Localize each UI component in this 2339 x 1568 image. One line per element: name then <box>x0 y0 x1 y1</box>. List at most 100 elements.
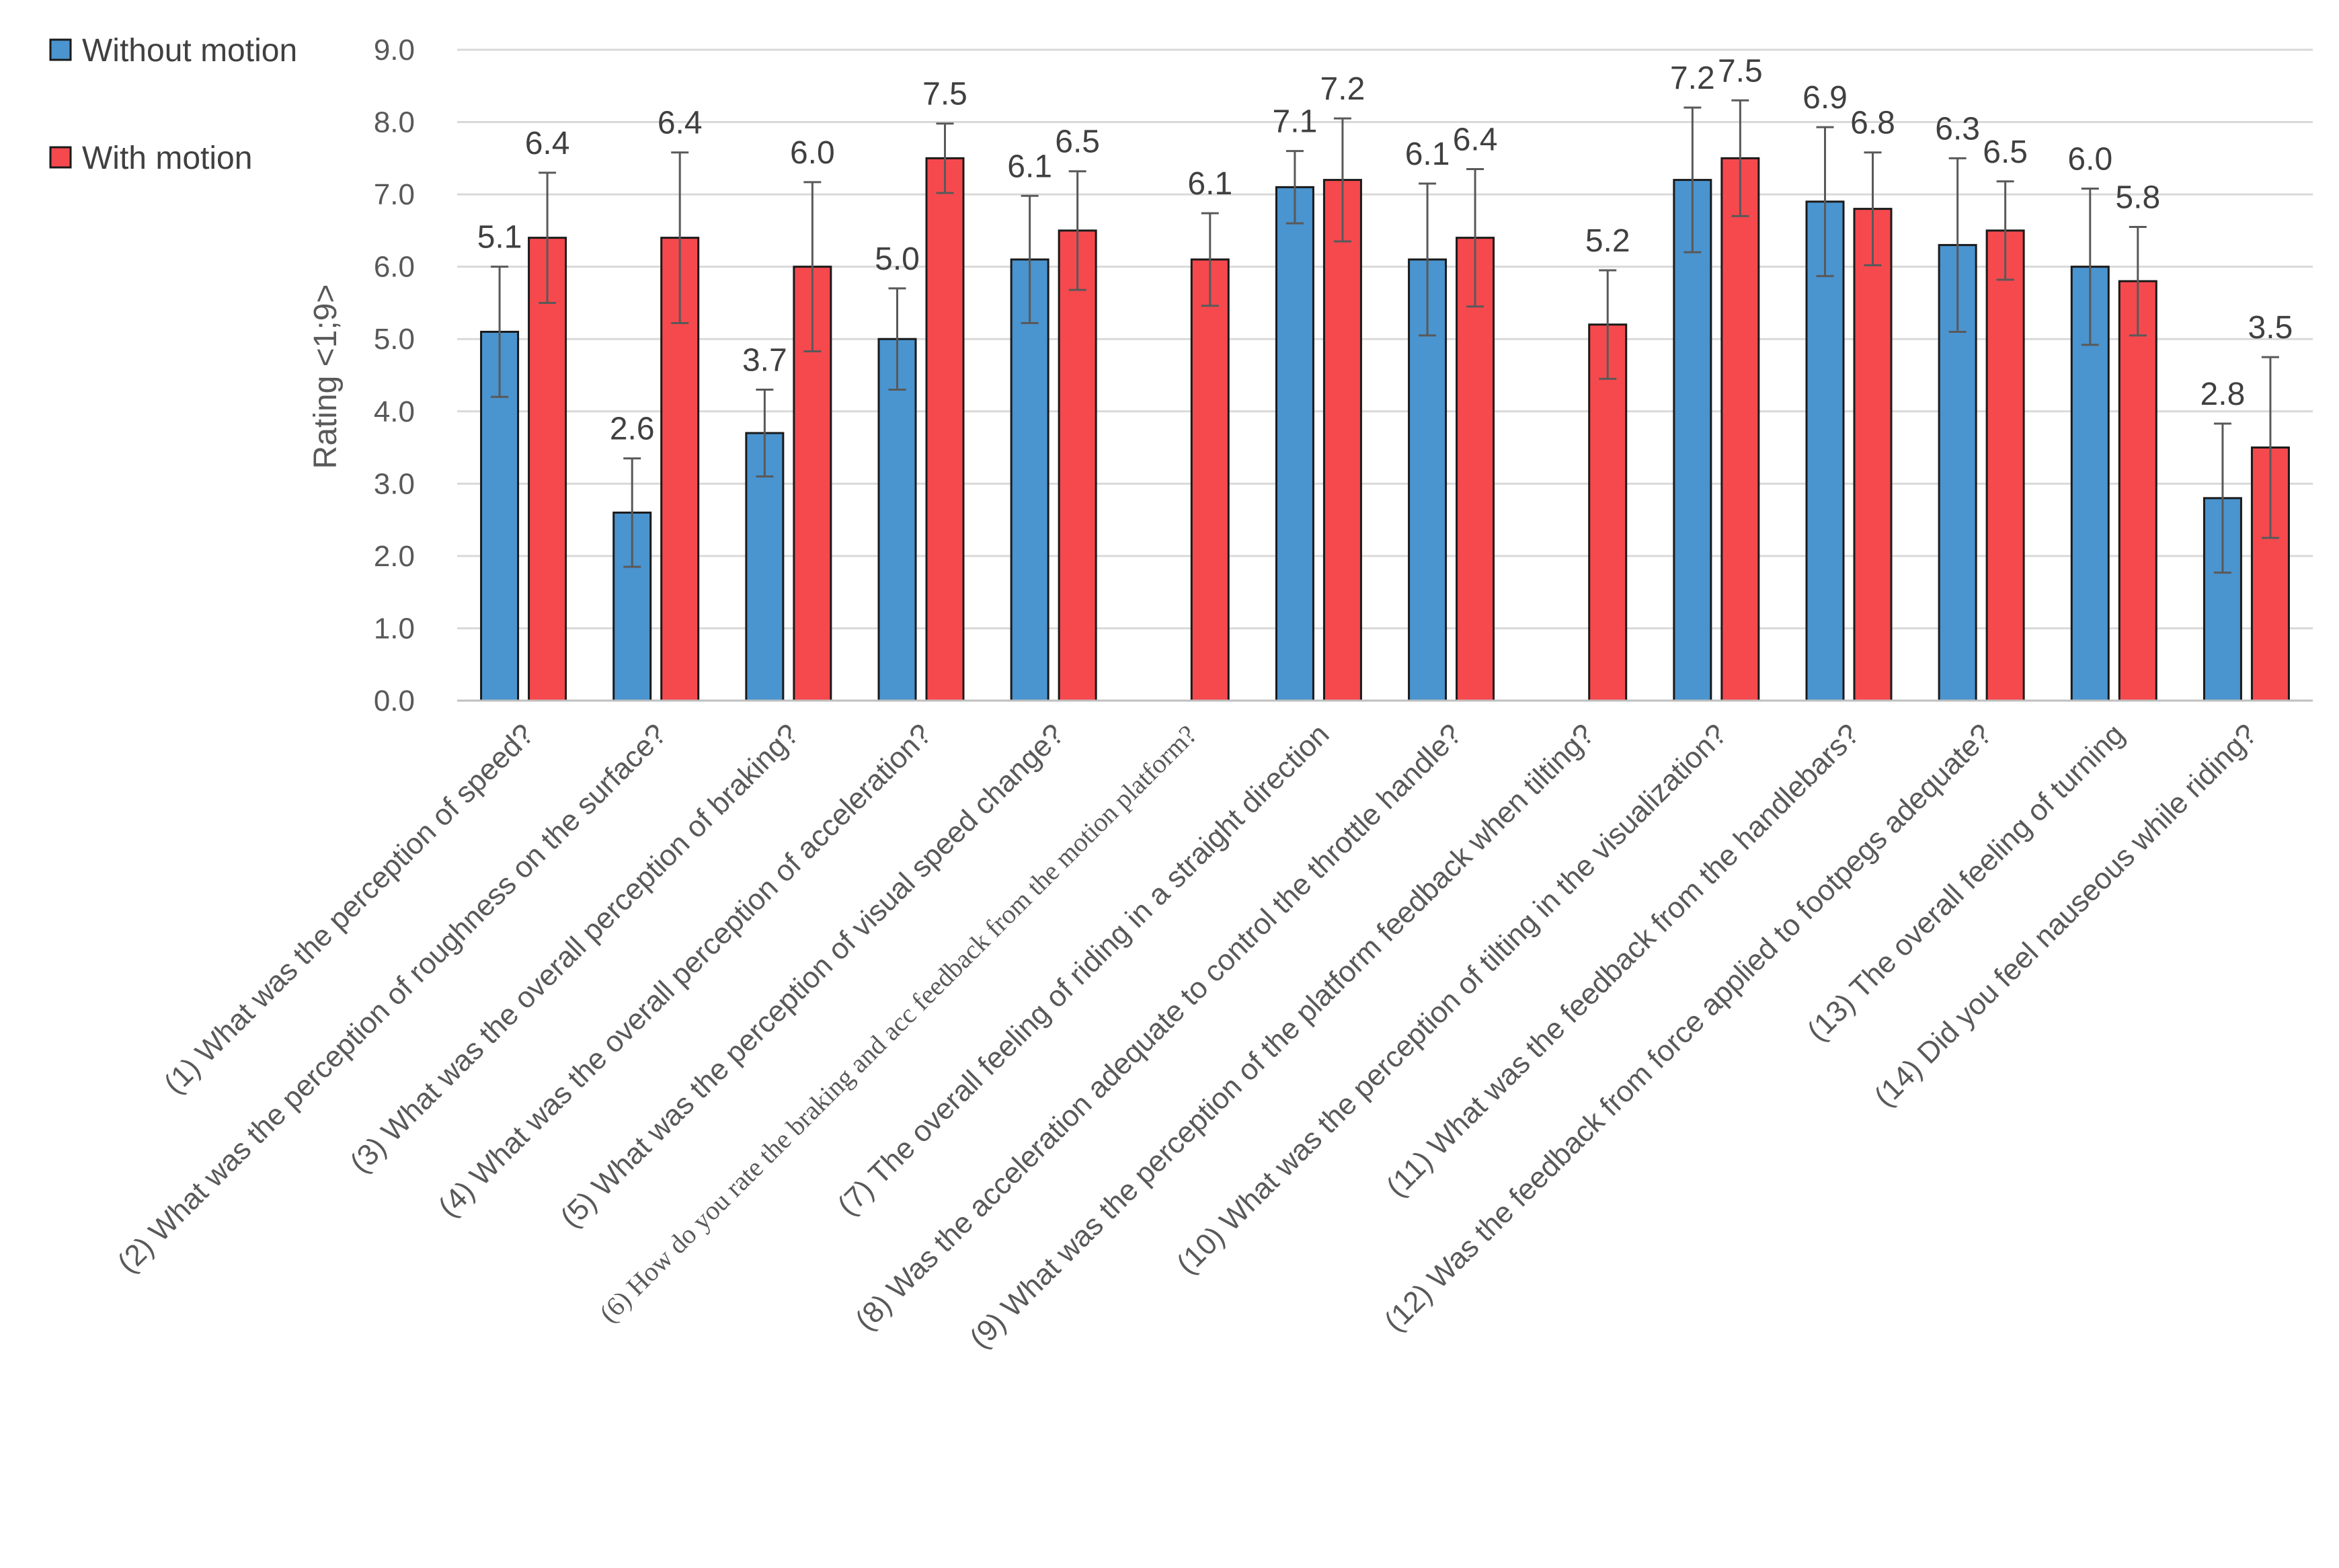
error-bar-with-motion <box>539 171 557 304</box>
error-bar-without-motion <box>623 457 641 568</box>
value-label-without-motion: 6.3 <box>1935 111 1980 147</box>
category-label: (3) What was the overall perception of b… <box>344 717 805 1179</box>
error-bar-without-motion <box>2081 188 2099 346</box>
legend-swatch-with-motion <box>49 146 72 169</box>
error-bar-with-motion <box>2129 226 2147 337</box>
error-bar-without-motion <box>888 287 906 391</box>
y-tick-label: 1.0 <box>374 612 415 645</box>
category-label: (7) The overall feeling of riding in a s… <box>831 717 1335 1222</box>
error-bar-without-motion <box>1021 194 1039 325</box>
bar-with-motion <box>528 237 567 702</box>
error-bar-with-motion <box>1466 167 1484 308</box>
value-label-without-motion: 6.1 <box>1007 149 1052 184</box>
bar-with-motion <box>2250 446 2290 702</box>
error-bar-with-motion <box>1068 170 1086 291</box>
category-labels: (1) What was the perception of speed?(2)… <box>111 717 2263 1355</box>
value-label-without-motion: 5.1 <box>477 220 522 256</box>
value-label-with-motion: 5.8 <box>2115 180 2160 216</box>
y-tick-label: 7.0 <box>374 178 415 211</box>
bar-without-motion <box>1010 258 1049 702</box>
value-label-without-motion: 7.2 <box>1670 61 1715 96</box>
error-bar-without-motion <box>2213 422 2231 574</box>
y-tick-label: 4.0 <box>374 395 415 428</box>
error-bar-without-motion <box>1816 126 1834 278</box>
error-bar-without-motion <box>1419 182 1437 337</box>
bar-without-motion <box>1275 186 1314 702</box>
value-label-with-motion: 6.0 <box>790 135 835 171</box>
y-axis-title: Rating <1;9> <box>308 284 344 469</box>
value-label-with-motion: 7.5 <box>922 77 967 112</box>
error-bar-with-motion <box>671 151 689 325</box>
bar-with-motion <box>1058 229 1097 702</box>
error-bars <box>491 99 2279 574</box>
error-bar-with-motion <box>936 122 954 194</box>
value-labels: 5.16.42.66.43.76.05.07.56.16.56.17.17.26… <box>477 53 2293 446</box>
value-label-with-motion: 5.2 <box>1585 223 1630 259</box>
error-bar-without-motion <box>756 389 774 478</box>
bar-without-motion <box>877 338 917 702</box>
category-label: (6) How do you rate the braking and acc … <box>594 719 1203 1329</box>
value-label-without-motion: 3.7 <box>742 343 787 379</box>
value-label-with-motion: 7.5 <box>1718 53 1763 89</box>
bar-with-motion <box>925 157 965 702</box>
y-tick-label: 6.0 <box>374 251 415 284</box>
value-label-without-motion: 6.9 <box>1802 80 1848 116</box>
category-label: (5) What was the perception of visual sp… <box>554 717 1070 1234</box>
legend-label-without-motion: Without motion <box>82 33 297 69</box>
error-bar-with-motion <box>1201 212 1219 307</box>
error-bar-with-motion <box>1599 269 1617 380</box>
category-label: (11) What was the feedback from the hand… <box>1380 717 1866 1203</box>
value-label-without-motion: 7.1 <box>1273 104 1318 140</box>
bar-with-motion <box>1720 157 1760 702</box>
error-bar-with-motion <box>803 181 822 353</box>
category-label: (4) What was the overall perception of a… <box>432 717 938 1223</box>
value-label-with-motion: 6.5 <box>1983 134 2028 170</box>
value-label-with-motion: 3.5 <box>2248 310 2293 346</box>
y-tick-label: 9.0 <box>374 34 415 67</box>
value-label-without-motion: 2.8 <box>2201 377 2246 412</box>
bar-with-motion <box>1190 258 1230 702</box>
bar-with-motion <box>1322 179 1362 702</box>
bars <box>480 157 2290 702</box>
y-tick-label: 5.0 <box>374 323 415 356</box>
bar-with-motion <box>1588 323 1628 702</box>
value-label-with-motion: 6.1 <box>1187 166 1232 202</box>
value-label-with-motion: 6.4 <box>658 106 703 141</box>
error-bar-with-motion <box>1996 180 2014 281</box>
error-bar-without-motion <box>491 266 509 398</box>
gridlines <box>457 48 2313 629</box>
legend-swatch-without-motion <box>49 38 72 61</box>
bar-without-motion <box>1805 200 1845 702</box>
error-bar-with-motion <box>1731 99 1749 217</box>
legend-label-with-motion: With motion <box>82 141 252 176</box>
value-label-without-motion: 2.6 <box>610 411 655 447</box>
value-label-without-motion: 6.1 <box>1405 136 1450 172</box>
error-bar-without-motion <box>1683 106 1702 253</box>
bar-without-motion <box>1673 179 1712 702</box>
y-tick-label: 0.0 <box>374 684 415 717</box>
error-bar-with-motion <box>1333 117 1351 243</box>
bar-with-motion <box>2118 280 2157 702</box>
value-label-with-motion: 6.4 <box>1453 122 1498 157</box>
y-tick-label: 3.0 <box>374 467 415 500</box>
bar-with-motion <box>1853 208 1893 702</box>
value-label-with-motion: 7.2 <box>1320 71 1365 107</box>
y-axis-tick-labels: 0.0 1.0 2.0 3.0 4.0 5.0 6.0 7.0 8.0 9.0 <box>374 34 415 717</box>
error-bar-without-motion <box>1948 157 1967 333</box>
value-label-without-motion: 6.0 <box>2067 142 2112 178</box>
legend: Without motion With motion <box>49 33 297 176</box>
error-bar-with-motion <box>2261 356 2279 539</box>
y-tick-label: 2.0 <box>374 540 415 573</box>
category-label: (8) Was the acceleration adequate to con… <box>849 717 1468 1337</box>
value-label-without-motion: 5.0 <box>875 241 920 277</box>
error-bar-with-motion <box>1864 151 1882 267</box>
error-bar-without-motion <box>1285 150 1304 225</box>
value-label-with-motion: 6.4 <box>525 126 570 161</box>
y-tick-label: 8.0 <box>374 106 415 139</box>
value-label-with-motion: 6.8 <box>1850 106 1895 141</box>
bar-with-motion <box>1985 229 2025 702</box>
category-label: (9) What was the perception of the platf… <box>963 717 1601 1355</box>
value-label-with-motion: 6.5 <box>1055 124 1100 160</box>
category-label: (12) Was the feedback from force applied… <box>1378 717 1998 1337</box>
